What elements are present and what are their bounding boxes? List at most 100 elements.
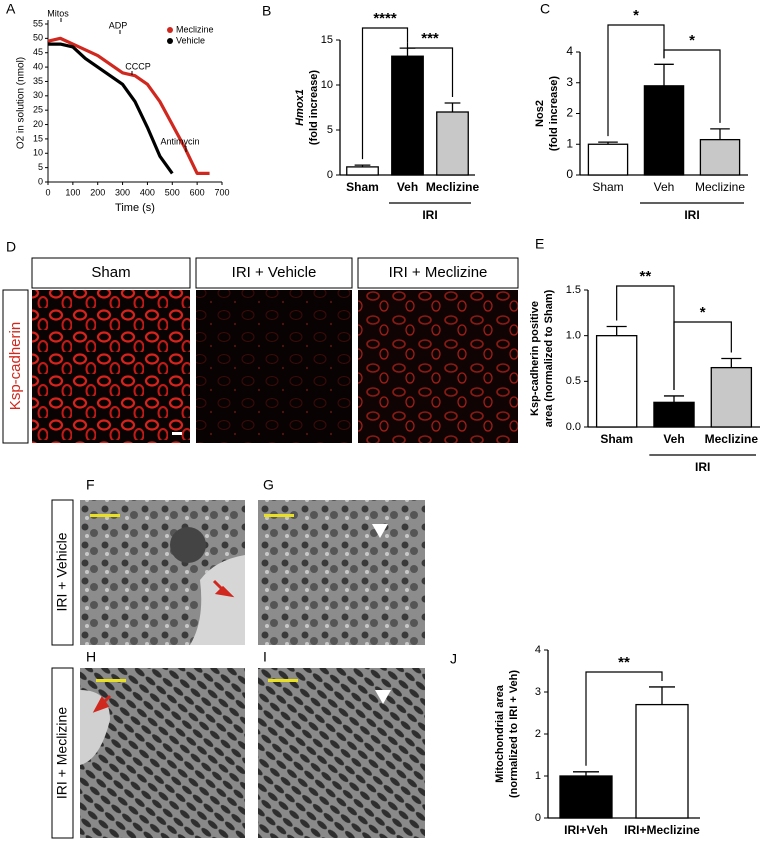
x-tick-label: Meclizine [705, 432, 759, 446]
annotation: Antimycin [160, 136, 199, 146]
panel-letter: A [6, 1, 16, 17]
y-tick-label: 0.5 [566, 375, 581, 387]
stain-label: Ksp-cadherin [7, 322, 24, 410]
bar [436, 111, 469, 176]
y-tick-label: 1.0 [566, 330, 581, 342]
significance-label: * [633, 7, 639, 24]
y-tick-label: 2 [566, 106, 573, 120]
x-tick-label: IRI+Meclizine [624, 823, 700, 837]
y-tick-label: 20 [33, 119, 43, 129]
y-axis-title: Hmox1 [294, 89, 306, 126]
y-tick-label: 5 [38, 162, 43, 172]
y-tick-label: 3 [535, 686, 541, 698]
x-tick-label: 100 [65, 187, 80, 197]
panel-letter: D [6, 239, 16, 255]
group-label: IRI [695, 460, 710, 474]
micrograph [196, 290, 352, 443]
y-tick-label: 1 [535, 770, 541, 782]
scale-bar [264, 514, 294, 517]
significance-label: ** [618, 654, 630, 671]
annotation: ADP [109, 20, 128, 30]
bar [587, 143, 629, 176]
significance-label: ** [639, 268, 651, 285]
row-box [51, 499, 74, 646]
significance-bracket [607, 24, 665, 137]
significance-label: * [700, 304, 706, 321]
image-header: Sham [91, 264, 130, 281]
bar [595, 335, 638, 428]
panel-letter: E [535, 236, 544, 252]
panel-letter: C [540, 1, 550, 17]
y-tick-label: 0 [566, 167, 573, 181]
lumen [190, 555, 245, 645]
y-tick-label: 55 [33, 18, 43, 28]
micrograph [258, 668, 425, 838]
bar [710, 366, 753, 428]
y-tick-label: 30 [33, 90, 43, 100]
error-bar [444, 102, 461, 112]
header-box [357, 257, 519, 289]
y-axis-title: (fold increase) [308, 70, 320, 146]
y-tick-label: 1.5 [566, 284, 581, 296]
em-panels: IRI + Vehicle IRI + Meclizine [51, 499, 425, 839]
x-tick-label: Sham [592, 180, 623, 194]
y-tick-label: 4 [535, 644, 541, 656]
x-axis-title: Time (s) [115, 202, 155, 214]
panel-letter: H [86, 649, 96, 665]
image-header: IRI + Vehicle [232, 264, 317, 281]
row-box [51, 667, 74, 839]
y-tick-label: 0.0 [566, 421, 581, 433]
panel-d: Sham IRI + Vehicle IRI + Meclizine Ksp-c… [2, 257, 519, 444]
error-bar [721, 357, 742, 368]
significance-label: *** [421, 30, 439, 47]
y-tick-label: 35 [33, 76, 43, 86]
error-bar [606, 325, 627, 336]
y-tick-label: 15 [321, 34, 333, 46]
micrograph [32, 290, 190, 443]
row-label: IRI + Meclizine [54, 707, 70, 799]
scale-bar [90, 514, 120, 517]
y-axis-title: (fold increase) [548, 76, 560, 152]
bar [635, 703, 689, 819]
error-bar [598, 141, 618, 145]
bar [346, 166, 379, 176]
x-tick-label: Veh [663, 432, 684, 446]
micrograph [358, 290, 518, 443]
x-tick-label: Veh [397, 180, 418, 194]
y-tick-label: 10 [33, 148, 43, 158]
y-axis-title: area (normalized to Sham) [543, 289, 555, 427]
group-label: IRI [422, 208, 437, 222]
legend-label: Meclizine [176, 24, 214, 34]
significance-bracket [585, 671, 663, 766]
scale-bar [268, 679, 298, 682]
x-tick-label: 600 [190, 187, 205, 197]
micrograph [258, 500, 425, 645]
group-label: IRI [684, 208, 699, 222]
y-axis-title: Nos2 [534, 100, 546, 127]
y-tick-label: 10 [321, 79, 333, 91]
error-bar [399, 47, 416, 57]
panel-letter: J [450, 651, 457, 667]
arrowhead [372, 524, 388, 538]
legend-marker [167, 27, 173, 33]
y-tick-label: 1 [566, 136, 573, 150]
y-tick-label: 5 [327, 124, 333, 136]
y-tick-label: 3 [566, 75, 573, 89]
significance-bracket [673, 321, 732, 390]
panel-letter: F [86, 477, 95, 493]
series-line [48, 42, 174, 175]
scale-bar [96, 679, 126, 682]
annotation: CCCP [125, 61, 151, 71]
legend-marker [167, 38, 173, 44]
arrow [212, 579, 235, 598]
error-bar [663, 395, 685, 403]
y-tick-label: 15 [33, 133, 43, 143]
y-tick-label: 0 [535, 812, 541, 824]
significance-bracket [663, 49, 721, 123]
y-tick-label: 25 [33, 105, 43, 115]
stain-box [2, 289, 29, 444]
significance-bracket [361, 27, 409, 160]
x-tick-label: Sham [600, 432, 633, 446]
x-tick-label: 0 [45, 187, 50, 197]
series-line [47, 36, 210, 175]
